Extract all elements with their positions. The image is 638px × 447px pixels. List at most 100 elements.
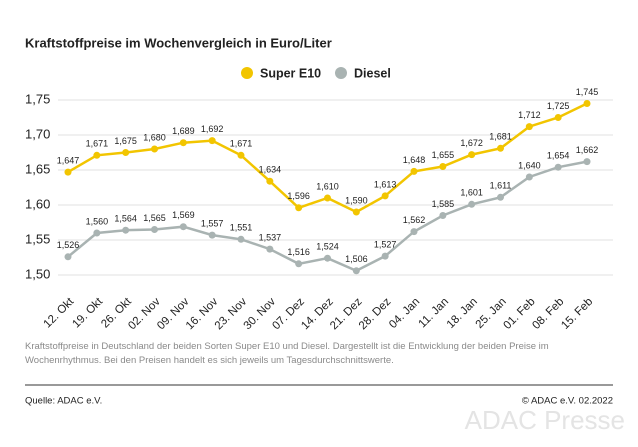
data-label: 1,712: [518, 110, 541, 120]
data-point: [93, 151, 101, 159]
data-label: 1,526: [57, 240, 80, 250]
data-point: [93, 229, 101, 237]
data-point: [64, 168, 72, 176]
data-label: 1,569: [172, 210, 195, 220]
y-tick-label: 1,60: [25, 196, 50, 211]
y-tick-label: 1,65: [25, 161, 50, 176]
x-tick-label: 15. Feb: [559, 296, 595, 332]
data-point: [525, 123, 533, 131]
data-point: [352, 267, 360, 275]
data-label: 1,585: [432, 199, 455, 209]
y-tick-label: 1,70: [25, 126, 50, 141]
copyright: © ADAC e.V. 02.2022: [522, 396, 613, 407]
data-point: [208, 137, 216, 145]
data-point: [468, 151, 476, 159]
data-label: 1,557: [201, 218, 224, 228]
data-label: 1,601: [460, 188, 483, 198]
data-label: 1,725: [547, 101, 570, 111]
data-label: 1,551: [230, 223, 253, 233]
data-point: [237, 151, 245, 159]
y-tick-label: 1,55: [25, 231, 50, 246]
data-point: [381, 192, 389, 200]
data-point: [122, 149, 130, 156]
data-label: 1,560: [86, 216, 109, 226]
data-label: 1,689: [172, 126, 195, 136]
data-point: [410, 167, 418, 175]
data-label: 1,648: [403, 155, 426, 165]
data-point: [583, 100, 591, 107]
data-point: [554, 114, 562, 121]
data-point: [468, 200, 476, 208]
data-label: 1,562: [403, 215, 426, 225]
data-label: 1,692: [201, 124, 224, 134]
data-point: [179, 223, 187, 231]
data-point: [295, 204, 303, 212]
data-point: [439, 163, 447, 170]
x-tick-label: 19. Okt: [70, 295, 105, 330]
x-tick-label: 28. Dez: [357, 296, 394, 333]
x-tick-label: 12. Okt: [42, 295, 77, 330]
data-label: 1,565: [143, 213, 166, 223]
data-label: 1,671: [230, 139, 253, 149]
data-point: [439, 212, 447, 219]
data-point: [352, 208, 360, 216]
data-label: 1,662: [576, 145, 599, 155]
source: Quelle: ADAC e.V.: [25, 396, 102, 407]
data-label: 1,613: [374, 179, 397, 189]
data-label: 1,516: [287, 247, 310, 257]
legend-label: Super E10: [260, 66, 321, 80]
data-label: 1,680: [143, 132, 166, 142]
data-point: [583, 158, 591, 166]
data-point: [410, 228, 418, 236]
legend-marker: [241, 67, 253, 79]
legend-label: Diesel: [354, 66, 391, 80]
data-point: [122, 226, 130, 234]
data-point: [381, 252, 389, 260]
data-label: 1,590: [345, 195, 368, 205]
data-point: [64, 253, 72, 261]
x-tick-label: 18. Jan: [445, 296, 480, 331]
data-label: 1,672: [460, 138, 483, 148]
data-label: 1,745: [576, 87, 599, 97]
data-label: 1,647: [57, 155, 80, 165]
data-label: 1,596: [287, 191, 310, 201]
data-point: [324, 194, 331, 202]
data-point: [525, 173, 533, 181]
chart-title: Kraftstoffpreise im Wochenvergleich in E…: [25, 35, 332, 50]
data-label: 1,611: [490, 181, 512, 191]
data-label: 1,654: [547, 151, 570, 161]
data-point: [324, 254, 331, 262]
data-point: [497, 144, 504, 152]
y-tick-label: 1,50: [25, 266, 50, 281]
legend-marker: [335, 67, 347, 79]
data-label: 1,640: [518, 160, 541, 170]
data-label: 1,610: [316, 181, 339, 191]
data-label: 1,675: [114, 136, 137, 146]
x-tick-label: 11. Jan: [417, 296, 452, 331]
watermark: ADAC Presse: [465, 405, 625, 435]
data-label: 1,564: [114, 214, 137, 224]
data-point: [208, 231, 216, 239]
data-point: [266, 245, 274, 253]
data-point: [151, 145, 158, 153]
data-label: 1,681: [489, 132, 512, 142]
data-point: [179, 139, 187, 147]
x-tick-label: 04. Jan: [387, 296, 422, 331]
note: Kraftstoffpreise in Deutschland der beid…: [25, 341, 549, 366]
data-label: 1,527: [374, 239, 397, 249]
data-label: 1,655: [432, 150, 455, 160]
data-label: 1,671: [86, 139, 109, 149]
data-label: 1,634: [259, 165, 282, 175]
data-point: [554, 163, 562, 171]
data-point: [266, 177, 274, 185]
data-label: 1,524: [316, 242, 339, 252]
data-label: 1,537: [259, 232, 282, 242]
y-tick-label: 1,75: [25, 91, 50, 106]
data-label: 1,506: [345, 254, 368, 264]
data-point: [151, 226, 158, 233]
data-point: [237, 235, 245, 243]
data-point: [497, 193, 504, 201]
data-point: [295, 260, 303, 268]
